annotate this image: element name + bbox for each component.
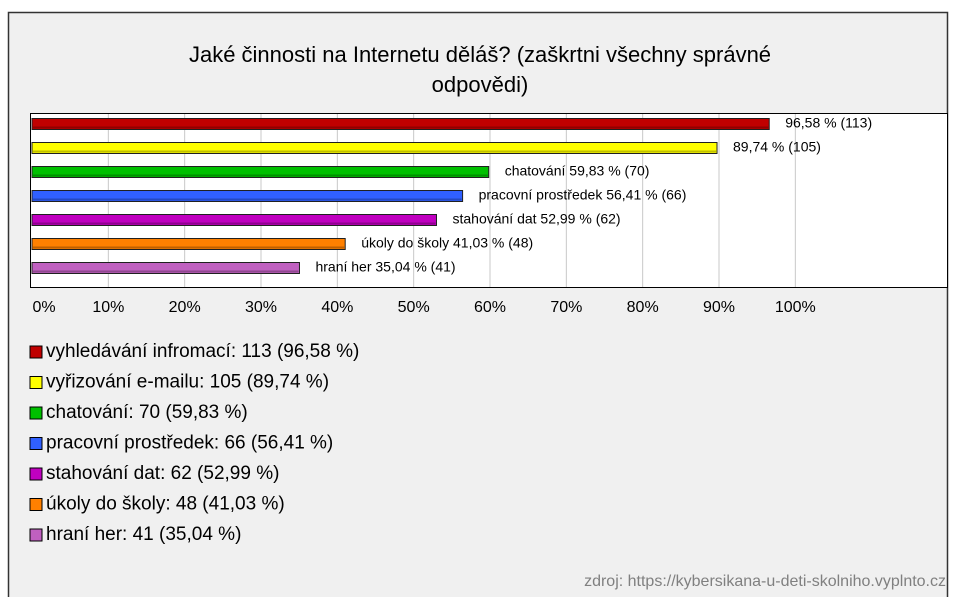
bar-shade (33, 150, 717, 153)
legend-marker (29, 345, 43, 359)
x-tick-label: 70% (550, 299, 582, 316)
value-label: 89,74 % (105) (733, 139, 821, 155)
bar (31, 118, 770, 130)
legend-label: chatování: 70 (59,83 %) (46, 402, 248, 423)
x-tick-label: 40% (321, 299, 353, 316)
chart-title: odpovědi) (432, 72, 529, 97)
bar (31, 262, 300, 274)
chart-title: Jaké činnosti na Internetu děláš? (zaškr… (189, 42, 771, 67)
value-label: 96,58 % (113) (785, 115, 872, 131)
legend-marker (29, 498, 43, 511)
bar (31, 238, 346, 250)
x-tick-label: 0% (32, 299, 55, 316)
legend-marker (29, 376, 43, 389)
value-label: pracovní prostředek 56,41 % (66) (479, 187, 687, 203)
x-tick-label: 90% (703, 299, 735, 316)
bar-shade (33, 270, 299, 273)
legend-marker (29, 437, 43, 450)
bar-shade (33, 174, 488, 177)
bar-shade (33, 222, 436, 225)
x-tick-label: 50% (398, 299, 430, 316)
bar (31, 166, 490, 178)
x-tick-label: 80% (627, 299, 659, 316)
legend-label: vyřizování e-mailu: 105 (89,74 %) (46, 372, 329, 393)
bar-shade (33, 198, 462, 201)
bar (31, 142, 718, 154)
value-label: úkoly do školy 41,03 % (48) (361, 235, 533, 251)
x-tick-label: 60% (474, 299, 506, 316)
value-label: stahování dat 52,99 % (62) (452, 211, 620, 227)
x-tick-label: 10% (92, 299, 124, 316)
value-label: chatování 59,83 % (70) (505, 163, 650, 179)
legend-marker (29, 528, 43, 542)
bar (31, 190, 464, 202)
x-tick-label: 30% (245, 299, 277, 316)
legend-label: úkoly do školy: 48 (41,03 %) (46, 494, 285, 515)
legend-label: pracovní prostředek: 66 (56,41 %) (46, 433, 333, 454)
frame (7, 11, 949, 597)
x-tick-label: 20% (169, 299, 201, 316)
x-tick-label: 100% (775, 299, 816, 316)
bar (31, 214, 437, 226)
source: zdroj: https://kybersikana-u-deti-skolni… (584, 573, 946, 590)
legend-marker (29, 467, 43, 481)
legend-label: hraní her: 41 (35,04 %) (46, 524, 241, 545)
legend-label: stahování dat: 62 (52,99 %) (46, 463, 279, 484)
legend-marker (29, 406, 43, 420)
bar-shade (33, 246, 345, 249)
bar-shade (33, 126, 769, 129)
legend-label: vyhledávání infromací: 113 (96,58 %) (46, 341, 359, 362)
value-label: hraní her 35,04 % (41) (315, 259, 455, 275)
